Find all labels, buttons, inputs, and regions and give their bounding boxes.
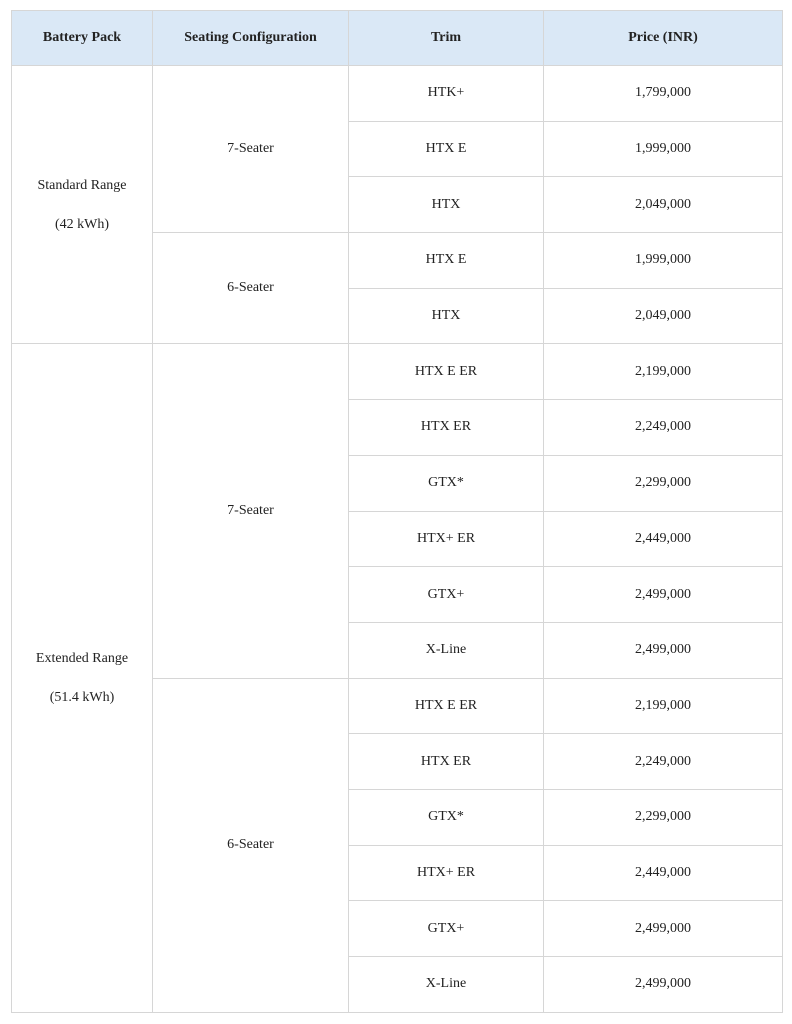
- table-body: Standard Range (42 kWh) 7-Seater HTK+ 1,799,…: [11, 64, 783, 1013]
- header-row: Battery Pack Seating Configuration Trim …: [11, 10, 783, 66]
- table-row: GTX* 2,299,000: [12, 454, 783, 512]
- table-row: HTX ER 2,249,000: [12, 399, 783, 456]
- table-row: X-Line 2,499,000: [12, 621, 783, 679]
- table-row: 6-Seater HTX E ER 2,199,000: [12, 677, 783, 1013]
- header-price: Price (INR): [543, 10, 783, 66]
- price-cell: 2,049,000: [543, 176, 783, 234]
- price-cell: 1,799,000: [543, 65, 783, 122]
- seating-config-cell: 7-Seater: [152, 343, 349, 679]
- battery-pack-name: Standard Range: [37, 177, 127, 193]
- trim-cell: GTX*: [348, 788, 544, 846]
- trim-cell: HTX E ER: [348, 343, 544, 401]
- price-cell: 2,049,000: [543, 287, 783, 345]
- header-trim: Trim: [348, 10, 544, 66]
- price-cell: 2,199,000: [543, 677, 783, 735]
- seating-config-cell: 6-Seater: [152, 677, 349, 1013]
- trim-cell: HTX E: [348, 232, 544, 289]
- price-cell: 1,999,000: [543, 232, 783, 289]
- table-row: HTX+ ER 2,449,000: [12, 510, 783, 568]
- table-row: HTX+ ER 2,449,000: [12, 844, 783, 902]
- battery-pack-cell: Extended Range (51.4 kWh): [11, 343, 153, 1013]
- trim-cell: HTX E ER: [348, 677, 544, 735]
- header-seating-configuration: Seating Configuration: [152, 10, 349, 66]
- price-cell: 2,449,000: [543, 844, 783, 902]
- trim-cell: HTX+ ER: [348, 844, 544, 902]
- trim-cell: HTX ER: [348, 733, 544, 790]
- table-row: Extended Range (51.4 kWh) 7-Seater HTX E ER…: [11, 343, 783, 1013]
- table-row: GTX+ 2,499,000: [12, 900, 783, 957]
- table-row: GTX* 2,299,000: [12, 788, 783, 846]
- price-cell: 2,449,000: [543, 510, 783, 568]
- price-cell: 2,499,000: [543, 621, 783, 679]
- battery-pack-name: Extended Range: [35, 651, 129, 667]
- table-row: HTX 2,049,000: [12, 176, 783, 234]
- price-cell: 1,999,000: [543, 120, 783, 178]
- trim-cell: HTX: [348, 287, 544, 345]
- battery-capacity: (51.4 kWh): [49, 690, 115, 706]
- table-row: 6-Seater HTX E 1,999,000: [12, 232, 783, 345]
- trim-cell: HTK+: [348, 65, 544, 122]
- price-cell: 2,249,000: [543, 399, 783, 456]
- price-cell: 2,299,000: [543, 788, 783, 846]
- price-cell: 2,499,000: [543, 956, 783, 1013]
- price-cell: 2,299,000: [543, 454, 783, 512]
- price-table: Battery Pack Seating Configuration Trim …: [11, 10, 783, 1013]
- trim-cell: GTX*: [348, 454, 544, 512]
- seating-config-cell: 7-Seater: [152, 64, 349, 234]
- table-row: X-Line 2,499,000: [12, 956, 783, 1013]
- battery-capacity: (42 kWh): [54, 216, 110, 232]
- trim-cell: HTX: [348, 176, 544, 234]
- price-cell: 2,499,000: [543, 566, 783, 623]
- trim-cell: X-Line: [348, 621, 544, 679]
- battery-pack-cell: Standard Range (42 kWh): [11, 64, 153, 345]
- table-row: Standard Range (42 kWh) 7-Seater HTK+ 1,799,…: [11, 64, 783, 345]
- trim-cell: X-Line: [348, 956, 544, 1013]
- trim-cell: HTX+ ER: [348, 510, 544, 568]
- price-cell: 2,499,000: [543, 900, 783, 957]
- seating-config-cell: 6-Seater: [152, 232, 349, 345]
- header-battery-pack: Battery Pack: [11, 10, 153, 66]
- price-cell: 2,249,000: [543, 733, 783, 790]
- table-row: HTX ER 2,249,000: [12, 733, 783, 790]
- trim-cell: HTX ER: [348, 399, 544, 456]
- price-cell: 2,199,000: [543, 343, 783, 401]
- trim-cell: GTX+: [348, 566, 544, 623]
- table-row: HTX E 1,999,000: [12, 120, 783, 178]
- table-row: GTX+ 2,499,000: [12, 566, 783, 623]
- trim-cell: HTX E: [348, 120, 544, 178]
- table-row: HTX 2,049,000: [12, 287, 783, 345]
- trim-cell: GTX+: [348, 900, 544, 957]
